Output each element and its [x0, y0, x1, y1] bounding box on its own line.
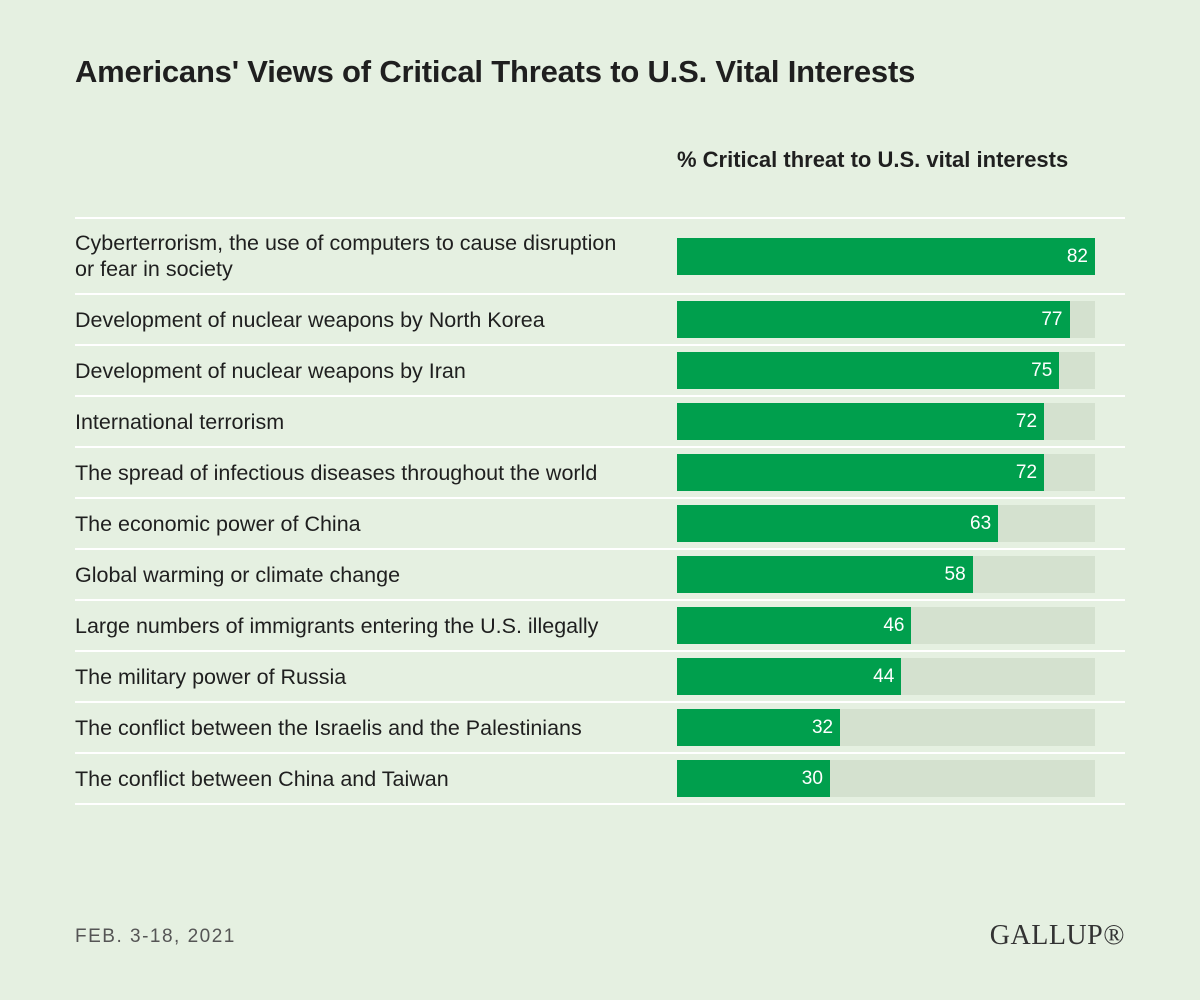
- value-label: 77: [1041, 309, 1063, 330]
- value-label: 72: [1015, 411, 1038, 432]
- category-label: International terrorism: [75, 409, 285, 434]
- source-logo: GALLUP®: [989, 920, 1125, 951]
- row: The military power of Russia 44: [75, 652, 1125, 703]
- bar-track: 72: [677, 454, 1095, 491]
- category-label: The conflict between the Israelis and th…: [75, 715, 582, 740]
- bar: [677, 403, 1045, 440]
- bar-track: 63: [677, 505, 1095, 542]
- category-label: The economic power of China: [75, 511, 361, 536]
- bar: [677, 237, 1095, 275]
- value-label: 58: [944, 564, 966, 585]
- row: Cyberterrorism, the use of computers to …: [75, 219, 1125, 295]
- bar-track: 58: [677, 556, 1095, 593]
- value-label: 32: [811, 717, 834, 738]
- bar-track: 72: [677, 403, 1095, 440]
- date: FEB. 3-18, 2021: [75, 926, 236, 947]
- row: Global warming or climate change 58: [75, 550, 1125, 601]
- value-label: 44: [873, 666, 895, 687]
- bar: [677, 760, 830, 797]
- bar: [677, 556, 973, 593]
- category-label: Development of nuclear weapons by Iran: [75, 358, 466, 383]
- value-label: 75: [1031, 360, 1053, 381]
- bar-track: 46: [677, 607, 1095, 644]
- bar: [677, 709, 841, 746]
- row: The economic power of China 63: [75, 499, 1125, 550]
- row: Large numbers of immigrants entering the…: [75, 601, 1125, 652]
- value-label: 30: [801, 768, 823, 789]
- category-label: The military power of Russia: [75, 664, 347, 689]
- bar-track: 77: [677, 301, 1095, 338]
- bar: [677, 607, 912, 644]
- value-header: % Critical threat to U.S. vital interest…: [677, 147, 1069, 172]
- row: The conflict between the Israelis and th…: [75, 703, 1125, 754]
- rows: Cyberterrorism, the use of computers to …: [75, 217, 1125, 805]
- category-label: The spread of infectious diseases throug…: [75, 460, 598, 485]
- bar: [677, 454, 1045, 491]
- chart-title: Americans' Views of Critical Threats to …: [75, 54, 916, 89]
- category-label: Development of nuclear weapons by North …: [75, 307, 545, 332]
- value-label: 72: [1015, 462, 1038, 483]
- row: The conflict between China and Taiwan 30: [75, 754, 1125, 805]
- row: The spread of infectious diseases throug…: [75, 448, 1125, 499]
- bar-track: 30: [677, 760, 1095, 797]
- value-label: 46: [883, 615, 905, 636]
- bar-track: 32: [677, 709, 1095, 746]
- bar: [677, 658, 902, 695]
- value-label: 63: [970, 513, 992, 534]
- bar: [677, 505, 999, 542]
- bar-track: 44: [677, 658, 1095, 695]
- bar: [677, 301, 1070, 338]
- bar-track: 75: [677, 352, 1095, 389]
- row: International terrorism 72: [75, 397, 1125, 448]
- category-label: The conflict between China and Taiwan: [75, 766, 449, 791]
- category-label: Large numbers of immigrants entering the…: [75, 613, 599, 638]
- row: Development of nuclear weapons by North …: [75, 295, 1125, 346]
- bar-track: 82: [677, 237, 1095, 275]
- bar: [677, 352, 1060, 389]
- category-label: Cyberterrorism, the use of computers to …: [75, 231, 617, 281]
- row: Development of nuclear weapons by Iran 75: [75, 346, 1125, 397]
- value-label: 82: [1066, 245, 1088, 267]
- category-label: Global warming or climate change: [75, 562, 401, 587]
